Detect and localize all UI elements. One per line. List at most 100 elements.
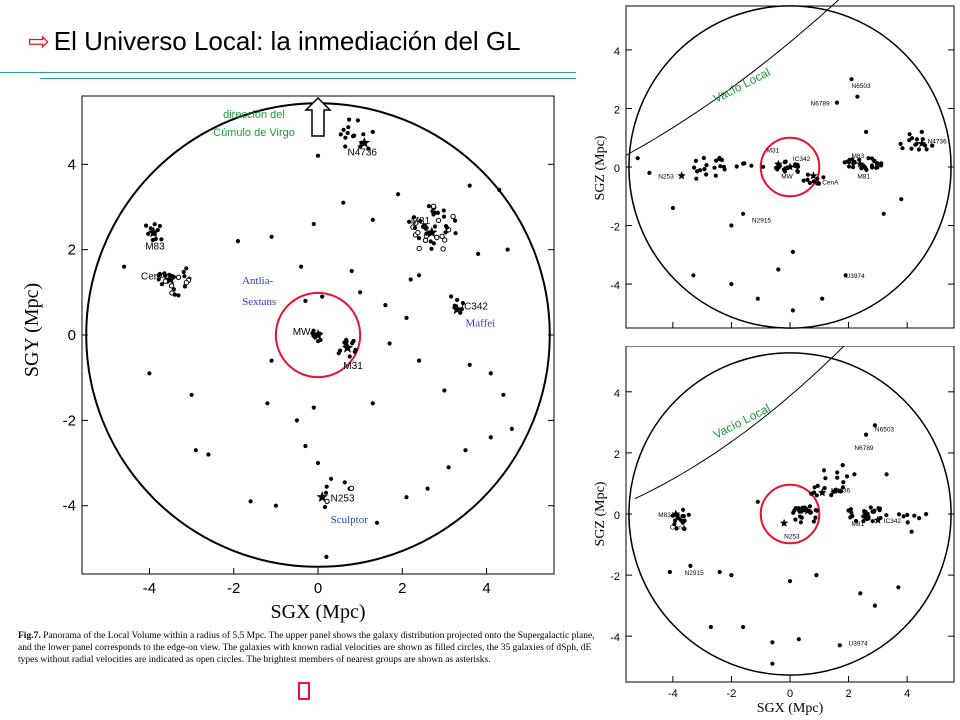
galaxy-point bbox=[864, 167, 869, 172]
galaxy-point bbox=[802, 505, 807, 510]
galaxy-point bbox=[157, 271, 162, 277]
galaxy-point bbox=[349, 268, 354, 274]
galaxy-point bbox=[428, 239, 433, 244]
main-x-tick-label: 2 bbox=[398, 580, 406, 597]
galaxy-point bbox=[343, 135, 348, 140]
lower-x-tick-label: 0 bbox=[787, 688, 793, 700]
main-group-label: M31 bbox=[343, 361, 363, 372]
main-y-tick-label: -4 bbox=[63, 498, 76, 515]
galaxy-point bbox=[924, 147, 929, 152]
galaxy-point bbox=[299, 264, 304, 269]
galaxy-point bbox=[914, 137, 919, 142]
galaxy-point bbox=[416, 236, 422, 241]
galaxy-point bbox=[172, 292, 177, 297]
main-group-label: N4736 bbox=[348, 148, 378, 159]
upper-local-group-circle bbox=[759, 136, 821, 198]
lower-group-label: N6503 bbox=[875, 427, 895, 434]
galaxy-point bbox=[795, 162, 800, 167]
galaxy-point bbox=[358, 290, 363, 295]
galaxy-point bbox=[816, 181, 821, 186]
slide-nav-button[interactable] bbox=[298, 682, 310, 700]
galaxy-point bbox=[265, 401, 270, 406]
galaxy-point bbox=[864, 129, 869, 134]
bright-galaxy-star-icon bbox=[147, 226, 160, 238]
galaxy-point bbox=[714, 158, 719, 163]
galaxy-point bbox=[159, 282, 164, 287]
lower-local-group-circle bbox=[759, 483, 821, 545]
galaxy-point bbox=[387, 341, 392, 346]
lower-x-tick-label: 4 bbox=[904, 688, 910, 700]
lower-x-tick-label: -4 bbox=[668, 688, 678, 700]
galaxy-point bbox=[417, 273, 422, 278]
galaxy-point bbox=[440, 246, 446, 252]
galaxy-point bbox=[905, 520, 910, 525]
galaxy-point bbox=[442, 237, 448, 243]
galaxy-point bbox=[704, 163, 709, 168]
galaxy-point bbox=[408, 277, 413, 282]
galaxy-point bbox=[432, 224, 438, 229]
main-galaxy-points bbox=[122, 117, 514, 559]
virgo-direction-line-2: Cúmulo de Virgo bbox=[213, 127, 295, 139]
main-x-tick-label: -4 bbox=[143, 580, 156, 597]
figure-caption: Fig.7. Panorama of the Local Volume with… bbox=[18, 630, 598, 666]
galaxy-point bbox=[872, 603, 877, 608]
galaxy-point bbox=[425, 486, 430, 491]
galaxy-point bbox=[345, 130, 350, 136]
galaxy-point bbox=[795, 169, 800, 174]
galaxy-point bbox=[695, 169, 700, 174]
galaxy-point bbox=[721, 164, 726, 169]
bright-galaxy-star-icon bbox=[677, 171, 686, 180]
upper-group-label: N6503 bbox=[852, 83, 872, 90]
galaxy-point bbox=[488, 371, 493, 376]
galaxy-point bbox=[431, 212, 436, 217]
lower-local-volume-circle bbox=[628, 352, 952, 676]
bright-galaxy-star-icon bbox=[341, 341, 354, 353]
galaxy-point bbox=[847, 164, 852, 169]
galaxy-point bbox=[434, 234, 440, 241]
lower-group-label: N2915 bbox=[685, 570, 705, 577]
main-region-annotation: Sextans bbox=[242, 296, 276, 308]
galaxy-point bbox=[370, 129, 375, 134]
galaxy-point bbox=[924, 512, 929, 517]
galaxy-point bbox=[840, 463, 845, 468]
galaxy-point bbox=[159, 237, 164, 242]
galaxy-point bbox=[875, 165, 880, 170]
lower-group-label: CenA bbox=[670, 524, 687, 531]
galaxy-point bbox=[442, 388, 447, 393]
galaxy-point bbox=[919, 129, 924, 134]
upper-group-label: M81 bbox=[857, 174, 870, 181]
title-rule-top bbox=[0, 72, 576, 73]
galaxy-point bbox=[770, 640, 775, 645]
galaxy-point bbox=[122, 264, 127, 269]
galaxy-point bbox=[869, 156, 875, 161]
galaxy-point bbox=[322, 504, 328, 510]
galaxy-point bbox=[193, 448, 198, 453]
upper-y-tick-label: 0 bbox=[614, 163, 620, 175]
galaxy-point bbox=[303, 443, 308, 449]
galaxy-point bbox=[701, 155, 706, 161]
galaxy-point bbox=[424, 231, 429, 236]
galaxy-point bbox=[712, 165, 717, 170]
galaxy-point bbox=[680, 520, 685, 525]
galaxy-point bbox=[147, 371, 152, 376]
main-y-tick-label: 2 bbox=[68, 242, 76, 259]
galaxy-point bbox=[184, 266, 189, 271]
galaxy-point bbox=[853, 518, 859, 524]
galaxy-point bbox=[884, 472, 889, 477]
bright-galaxy-star-icon bbox=[856, 159, 865, 168]
main-group-label: IC342 bbox=[461, 301, 488, 312]
galaxy-point bbox=[422, 237, 429, 244]
main-y-tick-label: 4 bbox=[68, 156, 76, 173]
galaxy-point bbox=[681, 514, 686, 519]
galaxy-point bbox=[682, 526, 687, 531]
bright-galaxy-star-icon bbox=[785, 162, 795, 171]
galaxy-point bbox=[152, 222, 157, 227]
upper-group-label: N2915 bbox=[752, 218, 772, 225]
galaxy-point bbox=[805, 177, 810, 182]
lower-group-label: M81 bbox=[852, 521, 865, 528]
main-group-label: M81 bbox=[411, 216, 431, 227]
galaxy-point bbox=[341, 127, 346, 132]
galaxy-point bbox=[909, 136, 915, 141]
galaxy-point bbox=[235, 239, 240, 244]
galaxy-point bbox=[672, 522, 677, 527]
